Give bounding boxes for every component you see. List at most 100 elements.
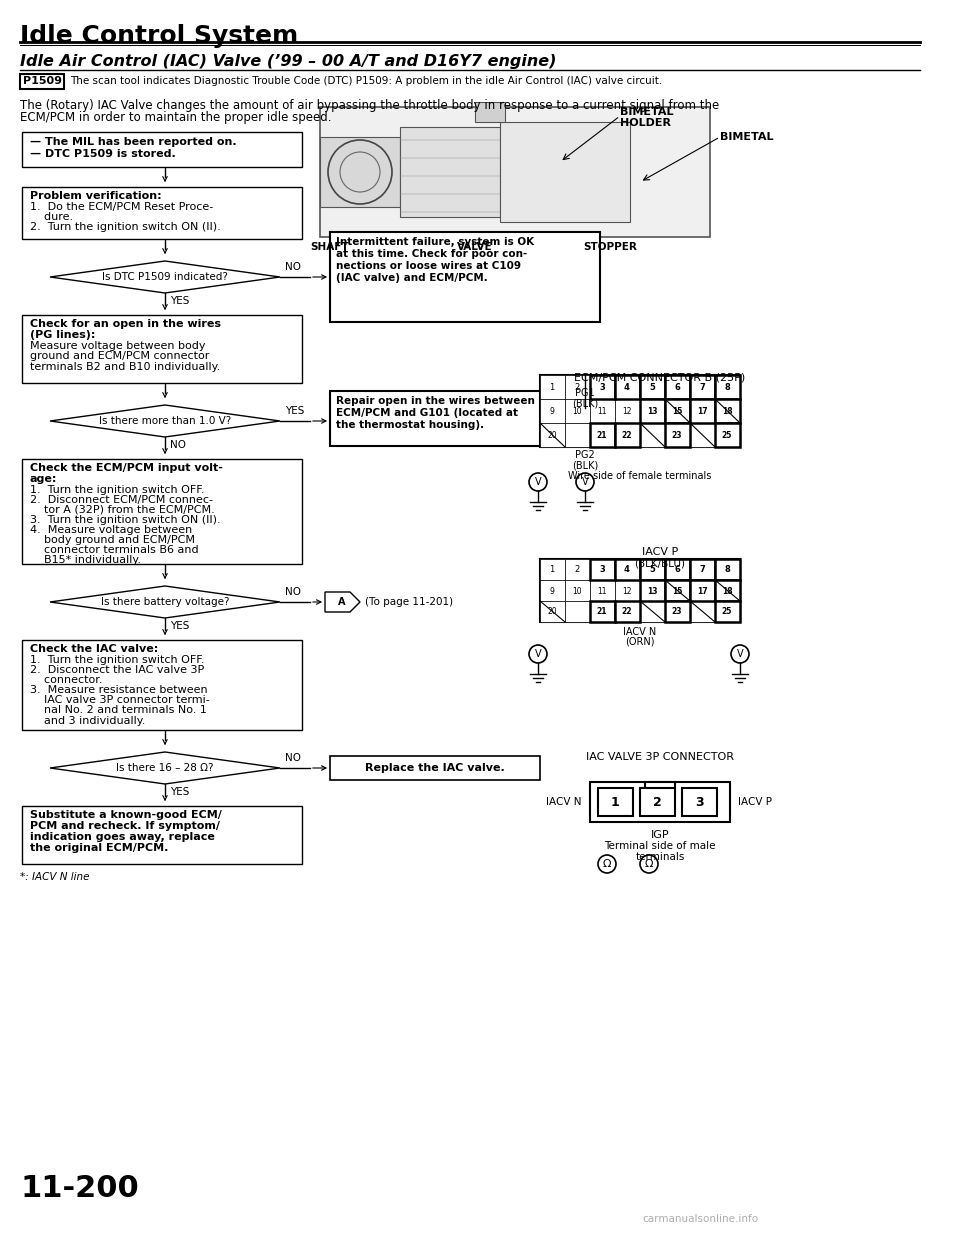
FancyBboxPatch shape (615, 375, 640, 399)
Text: The (Rotary) IAC Valve changes the amount of air bypassing the throttle body in : The (Rotary) IAC Valve changes the amoun… (20, 99, 719, 112)
Text: 10: 10 (572, 586, 582, 595)
FancyBboxPatch shape (540, 375, 565, 399)
Text: 17: 17 (697, 406, 708, 416)
FancyBboxPatch shape (665, 601, 690, 622)
Text: 13: 13 (647, 406, 658, 416)
Text: 4: 4 (624, 383, 630, 391)
FancyBboxPatch shape (645, 782, 675, 794)
FancyBboxPatch shape (540, 375, 740, 447)
Text: 8: 8 (724, 383, 730, 391)
FancyBboxPatch shape (690, 559, 715, 580)
FancyBboxPatch shape (615, 559, 640, 580)
FancyBboxPatch shape (590, 399, 615, 424)
Text: 2.  Disconnect the IAC valve 3P: 2. Disconnect the IAC valve 3P (30, 664, 204, 674)
Text: indication goes away, replace: indication goes away, replace (30, 832, 215, 842)
Text: 21: 21 (597, 607, 608, 616)
FancyBboxPatch shape (690, 399, 715, 424)
Text: IACV P: IACV P (642, 546, 678, 556)
Text: YES: YES (170, 621, 189, 631)
Text: NO: NO (285, 262, 301, 272)
Text: YES: YES (285, 406, 304, 416)
Text: 2.  Turn the ignition switch ON (II).: 2. Turn the ignition switch ON (II). (30, 222, 221, 232)
Text: 3: 3 (695, 795, 704, 809)
FancyBboxPatch shape (565, 580, 590, 601)
FancyBboxPatch shape (690, 375, 715, 399)
Text: 21: 21 (597, 431, 608, 440)
Text: Problem verification:: Problem verification: (30, 191, 161, 201)
FancyBboxPatch shape (715, 399, 740, 424)
FancyBboxPatch shape (615, 601, 640, 622)
Text: — DTC P1509 is stored.: — DTC P1509 is stored. (30, 149, 176, 159)
Text: 11: 11 (597, 586, 607, 595)
FancyBboxPatch shape (640, 580, 665, 601)
FancyBboxPatch shape (665, 559, 690, 580)
Text: Substitute a known-good ECM/: Substitute a known-good ECM/ (30, 810, 222, 820)
FancyBboxPatch shape (665, 559, 690, 580)
FancyBboxPatch shape (590, 601, 615, 622)
FancyBboxPatch shape (540, 559, 740, 622)
FancyBboxPatch shape (665, 601, 690, 622)
Text: Is DTC P1509 indicated?: Is DTC P1509 indicated? (102, 272, 228, 282)
Text: 1.  Turn the ignition switch OFF.: 1. Turn the ignition switch OFF. (30, 484, 204, 496)
FancyBboxPatch shape (615, 399, 640, 424)
Text: the original ECM/PCM.: the original ECM/PCM. (30, 843, 168, 853)
Text: IGP: IGP (651, 830, 669, 840)
FancyBboxPatch shape (590, 424, 615, 447)
FancyBboxPatch shape (590, 559, 615, 580)
Text: (ORN): (ORN) (625, 637, 655, 647)
Text: Is there battery voltage?: Is there battery voltage? (101, 597, 229, 607)
Polygon shape (50, 751, 280, 784)
Text: 11-200: 11-200 (20, 1174, 139, 1203)
Text: PG2: PG2 (575, 450, 595, 460)
FancyBboxPatch shape (640, 601, 665, 622)
Text: SHAFT: SHAFT (311, 242, 349, 252)
FancyBboxPatch shape (665, 375, 690, 399)
Text: Ω: Ω (645, 859, 653, 869)
Text: 3: 3 (599, 383, 605, 391)
FancyBboxPatch shape (715, 559, 740, 580)
Text: ECM/PCM and G101 (located at: ECM/PCM and G101 (located at (336, 409, 518, 419)
FancyBboxPatch shape (715, 559, 740, 580)
Text: 4.  Measure voltage between: 4. Measure voltage between (30, 525, 192, 535)
Text: 22: 22 (622, 607, 633, 616)
FancyBboxPatch shape (22, 188, 302, 238)
FancyBboxPatch shape (715, 580, 740, 601)
FancyBboxPatch shape (690, 424, 715, 447)
FancyBboxPatch shape (715, 375, 740, 399)
Text: terminals: terminals (636, 852, 684, 862)
FancyBboxPatch shape (715, 580, 740, 601)
Text: *: IACV N line: *: IACV N line (20, 872, 89, 882)
Text: 6: 6 (674, 383, 680, 391)
FancyBboxPatch shape (590, 559, 615, 580)
Text: — The MIL has been reported on.: — The MIL has been reported on. (30, 137, 236, 147)
FancyBboxPatch shape (320, 137, 400, 207)
Text: 5: 5 (649, 383, 655, 391)
Text: 25: 25 (722, 431, 732, 440)
FancyBboxPatch shape (565, 559, 590, 580)
Text: Ω: Ω (603, 859, 612, 869)
Text: 17: 17 (697, 586, 708, 595)
FancyBboxPatch shape (565, 424, 590, 447)
Text: VALVE: VALVE (457, 242, 492, 252)
FancyBboxPatch shape (640, 375, 665, 399)
Text: 1: 1 (611, 795, 619, 809)
Text: YES: YES (170, 787, 189, 797)
Polygon shape (50, 405, 280, 437)
Text: IAC VALVE 3P CONNECTOR: IAC VALVE 3P CONNECTOR (586, 751, 734, 763)
FancyBboxPatch shape (690, 375, 715, 399)
FancyBboxPatch shape (330, 756, 540, 780)
FancyBboxPatch shape (615, 375, 640, 399)
Text: (To page 11-201): (To page 11-201) (365, 597, 453, 607)
Text: 2.  Disconnect ECM/PCM connec-: 2. Disconnect ECM/PCM connec- (30, 496, 213, 505)
FancyBboxPatch shape (682, 787, 717, 816)
FancyBboxPatch shape (690, 559, 715, 580)
Text: at this time. Check for poor con-: at this time. Check for poor con- (336, 248, 527, 260)
Text: IACV N: IACV N (623, 627, 657, 637)
Text: nal No. 2 and terminals No. 1: nal No. 2 and terminals No. 1 (30, 705, 206, 715)
FancyBboxPatch shape (665, 580, 690, 601)
Text: tor A (32P) from the ECM/PCM.: tor A (32P) from the ECM/PCM. (30, 505, 215, 515)
Text: body ground and ECM/PCM: body ground and ECM/PCM (30, 535, 195, 545)
FancyBboxPatch shape (598, 787, 633, 816)
Text: IACV N: IACV N (546, 797, 582, 807)
Text: 18: 18 (722, 406, 732, 416)
